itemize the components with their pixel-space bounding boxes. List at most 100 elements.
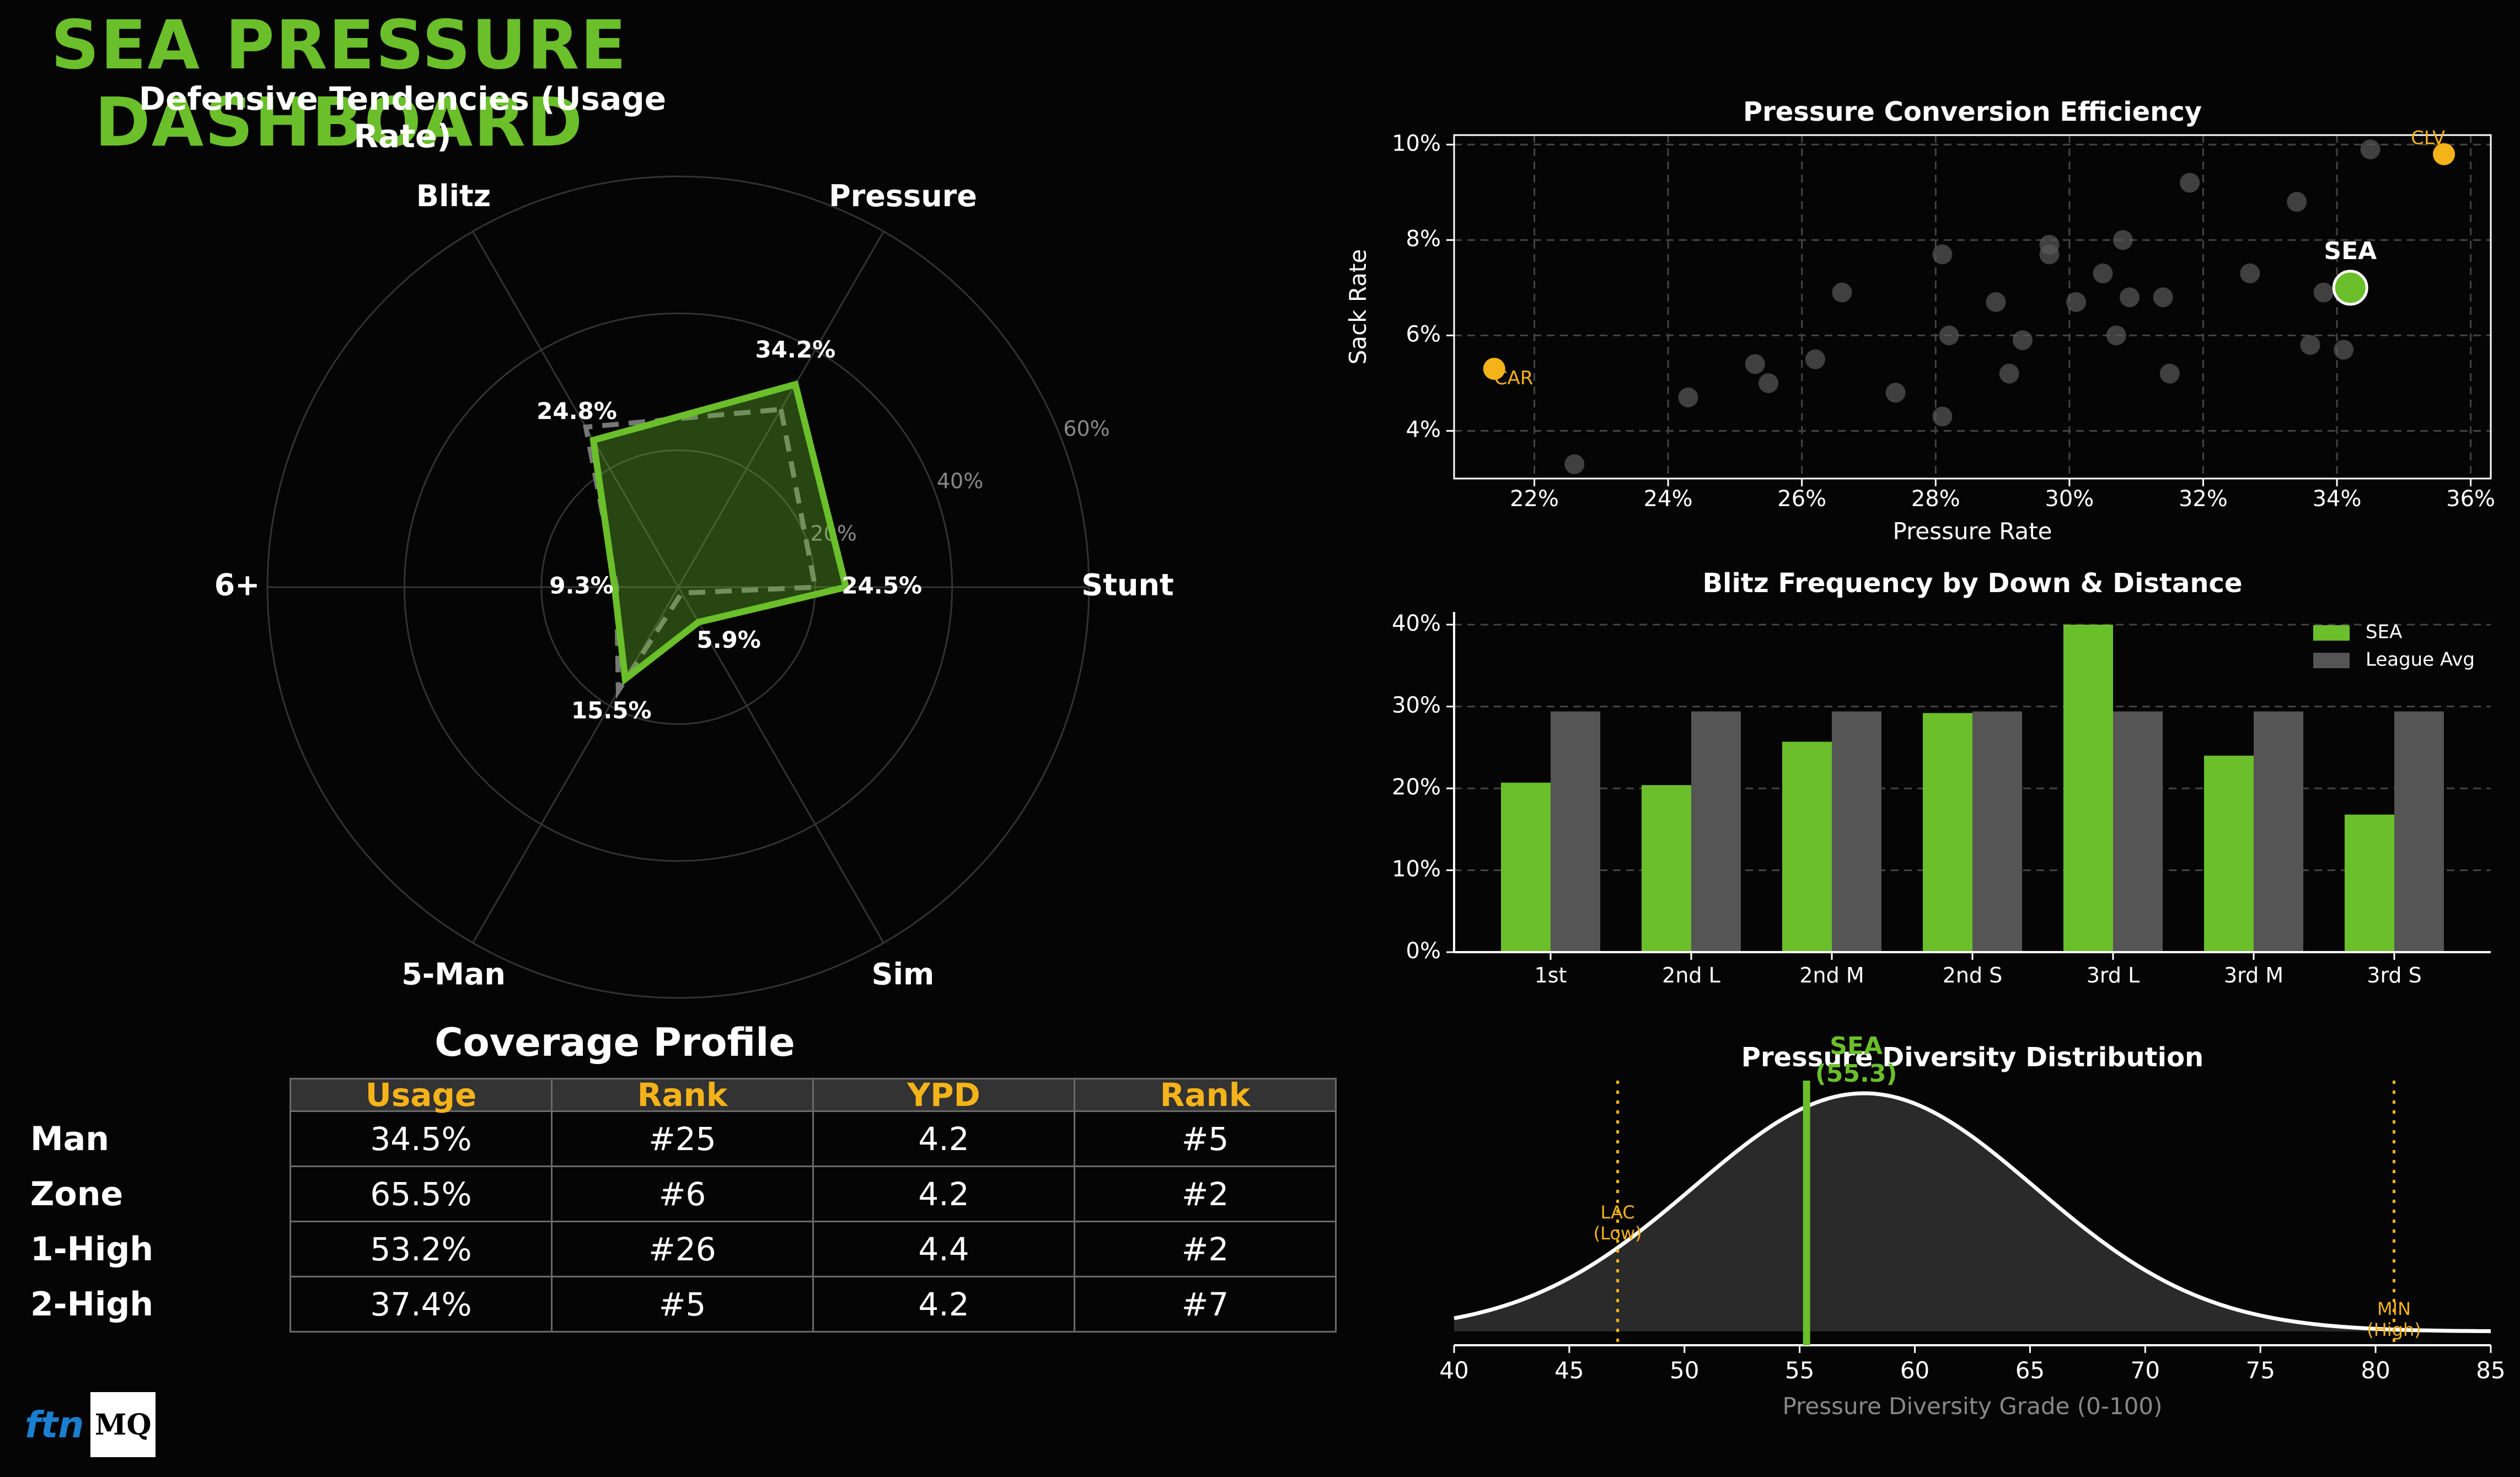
coverage-header-row: Usage Rank YPD Rank <box>22 1078 1337 1112</box>
density-xtick-label: 75 <box>2245 1357 2275 1384</box>
density-xtick-label: 50 <box>1670 1357 1699 1384</box>
scatter-ytick-label: 8% <box>1406 226 1441 251</box>
logo: ftn MQ <box>25 1392 156 1457</box>
radar-spoke <box>472 231 679 588</box>
density-xlabel: Pressure Diversity Grade (0-100) <box>1782 1393 2162 1420</box>
scatter-xtick-label: 24% <box>1644 486 1693 512</box>
radar-value-label: 34.2% <box>755 336 835 363</box>
scatter-frame <box>1453 134 2492 480</box>
table-cell: #6 <box>551 1166 814 1222</box>
table-cell: 53.2% <box>289 1221 553 1277</box>
scatter-xtick-label: 34% <box>2313 486 2362 512</box>
scatter-title: Pressure Conversion Efficiency <box>1742 96 2202 127</box>
legend-label: SEA <box>2366 621 2402 643</box>
density-xtick-label: 55 <box>1785 1357 1814 1384</box>
bar-ytick-label: 20% <box>1392 775 1441 800</box>
scatter-point <box>2153 287 2173 308</box>
scatter-label-highlight: CLV <box>2411 127 2445 149</box>
blitz-bar-chart: 0% 10% 20% 30% 40% 1st 2nd L 2nd M 2nd S 3rd L 3rd… <box>1392 611 2491 987</box>
density-curve <box>1454 1091 2491 1333</box>
scatter-ylabel: Sack Rate <box>1344 249 1371 364</box>
bar-xtick-label: 1st <box>1535 963 1567 987</box>
coverage-title: Coverage Profile <box>435 1020 795 1065</box>
legend-swatch <box>2313 653 2350 668</box>
scatter-ytick-label: 6% <box>1406 321 1441 347</box>
radar-ring-label: 60% <box>1063 416 1109 441</box>
bar-sea <box>1501 782 1551 952</box>
header-rank-ypd: Rank <box>1074 1078 1337 1112</box>
table-cell: 4.2 <box>812 1166 1075 1222</box>
radar-spoke <box>472 587 679 943</box>
radar-sea-polygon <box>589 380 850 685</box>
header-rank: Rank <box>551 1078 814 1112</box>
density-marker-sublabel: (High) <box>2367 1319 2421 1340</box>
radar-value-label: 5.9% <box>696 626 760 653</box>
table-row: 1-High 53.2% #26 4.4 #2 <box>22 1221 1337 1277</box>
scatter-point <box>2112 230 2133 250</box>
scatter-ytick-label: 4% <box>1406 417 1441 442</box>
density-xtick-label: 85 <box>2476 1357 2505 1384</box>
bar-ytick-label: 10% <box>1392 857 1441 882</box>
radar-value-label: 15.5% <box>571 697 652 724</box>
scatter-point <box>2120 287 2140 308</box>
scatter-point <box>2012 330 2033 351</box>
scatter-point <box>1986 292 2006 312</box>
bar-sea <box>2063 625 2113 952</box>
density-xtick-label: 45 <box>1554 1357 1584 1384</box>
scatter-point <box>1745 354 1765 374</box>
row-label: 2-High <box>30 1285 154 1324</box>
bar-xtick-label: 3rd M <box>2224 963 2283 987</box>
density-xtick-label: 80 <box>2361 1357 2390 1384</box>
scatter-point <box>2360 139 2380 159</box>
bar-xtick-label: 2nd M <box>1799 963 1864 987</box>
scatter-label-sea: SEA <box>2324 237 2377 265</box>
scatter-point <box>1939 325 1959 346</box>
ftn-logo: ftn <box>25 1403 84 1446</box>
table-cell: 4.4 <box>812 1221 1075 1277</box>
row-label: Zone <box>30 1174 124 1213</box>
scatter-xlabel: Pressure Rate <box>1893 518 2052 545</box>
table-cell: #5 <box>1074 1110 1337 1167</box>
bar-league <box>1551 711 1600 952</box>
scatter-point <box>1564 454 1585 475</box>
density-marker-label: SEA <box>1830 1032 1883 1060</box>
scatter-point <box>1932 244 1953 265</box>
scatter-point <box>1758 373 1779 393</box>
bar-ytick-label: 40% <box>1392 611 1441 636</box>
density-area <box>1454 1093 2491 1331</box>
bar-league <box>1691 711 1741 952</box>
scatter-chart: 22% 24% 26% 28% 30% 32% 34% 36% 4% 6% 8% 10% Pressur… <box>1344 127 2495 545</box>
table-cell: #26 <box>551 1221 814 1277</box>
scatter-point <box>1999 363 2019 384</box>
bar-sea <box>2204 755 2254 952</box>
scatter-xtick-label: 30% <box>2045 486 2094 512</box>
bar-title: Blitz Frequency by Down & Distance <box>1702 568 2243 599</box>
bar-xtick-label: 2nd S <box>1943 963 2003 987</box>
legend-swatch <box>2313 625 2350 641</box>
radar-league-polygon <box>583 406 818 700</box>
bar-ytick-label: 30% <box>1392 693 1441 718</box>
density-xtick-label: 70 <box>2131 1357 2160 1384</box>
scatter-point <box>1932 406 1953 427</box>
scatter-point-highlight <box>2433 143 2455 165</box>
bar-league <box>1972 711 2022 952</box>
scatter-point <box>1805 349 1825 369</box>
scatter-point <box>2159 363 2180 384</box>
scatter-point <box>2313 282 2334 303</box>
density-xtick-label: 65 <box>2015 1357 2045 1384</box>
scatter-point <box>2240 263 2260 283</box>
bar-sea <box>1923 713 1972 952</box>
radar-axis-label: Stunt <box>1081 568 1173 603</box>
density-xtick-label: 40 <box>1439 1357 1468 1384</box>
mq-logo: MQ <box>90 1392 156 1457</box>
scatter-xtick-label: 26% <box>1777 486 1826 512</box>
table-cell: 34.5% <box>289 1110 553 1167</box>
scatter-point-sea <box>2332 270 2368 306</box>
header-ypd: YPD <box>812 1078 1075 1112</box>
coverage-table: Usage Rank YPD Rank Man 34.5% #25 4.2 #5… <box>22 1078 1337 1333</box>
table-cell: #25 <box>551 1110 814 1167</box>
density-xtick-label: 60 <box>1900 1357 1929 1384</box>
bar-league <box>2394 711 2444 952</box>
scatter-xtick-label: 28% <box>1911 486 1960 512</box>
